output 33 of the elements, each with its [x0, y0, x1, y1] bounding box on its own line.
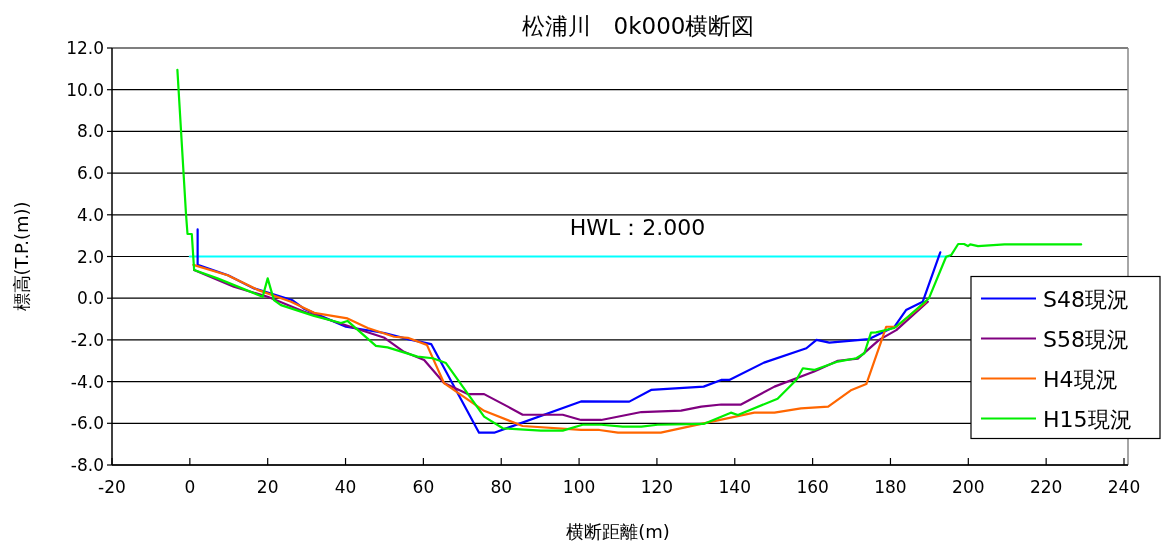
x-tick-label: 60	[412, 477, 435, 497]
y-tick-label: 4.0	[76, 204, 104, 225]
x-tick-label: 240	[1107, 477, 1141, 497]
x-tick-label: 100	[562, 477, 596, 497]
y-tick-label: 12.0	[66, 38, 104, 58]
y-tick-label: -8.0	[70, 455, 104, 475]
y-tick-label: -2.0	[70, 329, 104, 350]
legend-label: S58現況	[1043, 326, 1129, 352]
legend-label: H4現況	[1043, 366, 1118, 392]
x-tick-label: 160	[796, 477, 829, 497]
x-tick-label: 200	[952, 477, 985, 497]
x-tick-label: -20	[98, 477, 126, 497]
y-tick-label: -4.0	[70, 371, 104, 392]
x-tick-label: 20	[256, 477, 279, 497]
y-tick-label: 2.0	[76, 246, 104, 267]
x-tick-label: 40	[334, 477, 357, 497]
y-tick-label: 8.0	[76, 121, 104, 142]
y-tick-label: 10.0	[66, 79, 104, 100]
annotation: HWL：2.000	[569, 214, 706, 240]
legend-label: S48現況	[1043, 286, 1129, 312]
x-axis-title: 横断距離(m)	[566, 521, 670, 542]
x-tick-label: 140	[718, 477, 751, 497]
y-tick-label: 6.0	[76, 163, 104, 184]
x-tick-label: 120	[640, 477, 674, 497]
x-tick-label: 80	[490, 477, 513, 497]
y-axis-title: 標高(T.P.(m))	[11, 201, 32, 312]
legend-label: H15現況	[1043, 406, 1132, 432]
x-tick-label: 180	[874, 477, 907, 497]
y-tick-label: -6.0	[70, 413, 104, 434]
y-tick-label: 0.0	[76, 288, 104, 309]
chart-title: 松浦川 0k000横断図	[521, 13, 755, 39]
x-tick-label: 0	[184, 477, 196, 497]
x-tick-label: 220	[1029, 477, 1063, 497]
